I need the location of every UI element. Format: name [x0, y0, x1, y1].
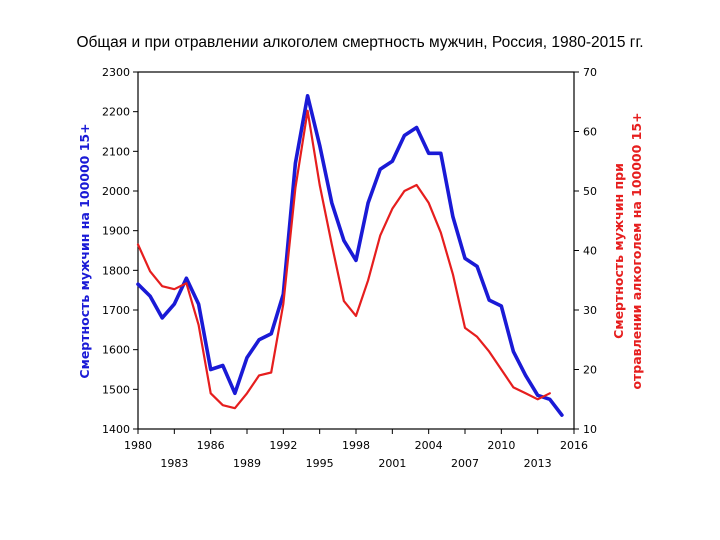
y-tick-label: 1500: [102, 383, 130, 396]
plot-frame: [137, 71, 575, 430]
x-tick-label: 2004: [415, 439, 443, 452]
x-tick-label: 1998: [342, 439, 370, 452]
y2-tick-label: 60: [583, 126, 597, 139]
y2-axis-title-line2: отравлении алкоголем на 100000 15+: [629, 112, 644, 389]
y-tick-label: 1600: [102, 344, 130, 357]
x-tick-label: 2001: [378, 457, 406, 470]
y-tick-label: 1400: [102, 423, 130, 436]
y2-tick-label: 20: [583, 364, 597, 377]
x-tick-label: 2007: [451, 457, 479, 470]
series-lines: [136, 94, 564, 417]
y2-tick-label: 70: [583, 66, 597, 79]
total-mortality-line: [136, 94, 564, 417]
y-tick-label: 2200: [102, 106, 130, 119]
x-tick-label: 2010: [487, 439, 515, 452]
y-axis-title: Смертность мужчин на 100000 15+: [77, 123, 92, 378]
y2-tick-label: 30: [583, 304, 597, 317]
x-tick-label: 1980: [124, 439, 152, 452]
x-tick-label: 1989: [233, 457, 261, 470]
y-tick-label: 1700: [102, 304, 130, 317]
y2-tick-label: 40: [583, 245, 597, 258]
axis-ticks: 1980 1983 1986 1989 1992 1995 1998 2001 2004 2007…: [102, 66, 597, 470]
y2-tick-label: 10: [583, 423, 597, 436]
x-tick-label: 1992: [269, 439, 297, 452]
y-tick-label: 2300: [102, 66, 130, 79]
x-tick-label: 2013: [524, 457, 552, 470]
y2-axis-title-line1: Смертность мужчин при: [611, 163, 626, 339]
y-tick-label: 2000: [102, 185, 130, 198]
y2-tick-label: 50: [583, 185, 597, 198]
x-tick-label: 1986: [197, 439, 225, 452]
y-tick-label: 1800: [102, 264, 130, 277]
x-tick-label: 1995: [306, 457, 334, 470]
y-tick-label: 1900: [102, 225, 130, 238]
alcohol-poisoning-mortality-line: [136, 109, 551, 410]
y-tick-label: 2100: [102, 145, 130, 158]
x-tick-label: 2016: [560, 439, 588, 452]
chart-title: Общая и при отравлении алкоголем смертно…: [76, 34, 644, 51]
x-tick-label: 1983: [160, 457, 188, 470]
